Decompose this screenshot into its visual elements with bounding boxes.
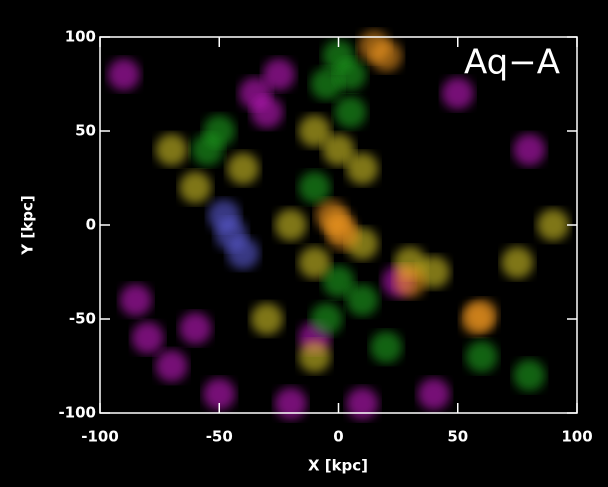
points	[107, 30, 570, 420]
point	[107, 58, 140, 91]
point	[513, 359, 546, 392]
point	[274, 387, 307, 420]
point	[274, 209, 307, 241]
x-tick-label: -50	[206, 428, 233, 446]
y-axis-label: Y [kpc]	[19, 195, 37, 255]
x-tick-label: 0	[333, 428, 343, 446]
point	[346, 152, 379, 185]
point	[262, 58, 295, 91]
y-tick-label: 0	[86, 216, 96, 234]
y-tick-label: 100	[65, 28, 96, 46]
point	[227, 237, 260, 270]
point	[203, 378, 236, 411]
point	[208, 199, 241, 232]
point	[179, 312, 212, 345]
point	[465, 299, 498, 332]
point	[441, 77, 474, 110]
point	[298, 246, 331, 279]
point	[298, 171, 331, 204]
y-tick-label: -100	[58, 404, 96, 422]
point	[394, 265, 427, 298]
point	[465, 340, 498, 373]
point	[310, 303, 343, 335]
point	[334, 58, 367, 91]
point	[370, 331, 403, 364]
point	[155, 350, 188, 382]
point	[250, 96, 283, 129]
point	[298, 115, 331, 147]
y-tick-label: 50	[75, 122, 96, 140]
y-tick-label: -50	[69, 310, 96, 328]
point	[322, 133, 355, 166]
x-tick-label: -100	[81, 428, 119, 446]
point	[298, 340, 331, 373]
point	[322, 265, 355, 298]
point	[417, 378, 450, 411]
point	[119, 284, 152, 317]
point	[315, 199, 348, 232]
x-tick-label: 50	[447, 428, 468, 446]
point	[501, 246, 534, 279]
point	[334, 96, 367, 129]
x-tick-label: 100	[561, 428, 592, 446]
point	[537, 209, 570, 241]
point	[513, 133, 546, 166]
point	[155, 133, 188, 166]
point	[250, 303, 283, 335]
point	[358, 30, 391, 63]
point	[131, 321, 164, 354]
point	[203, 115, 236, 147]
point	[179, 171, 212, 204]
point	[346, 387, 379, 420]
x-axis-label: X [kpc]	[308, 457, 368, 475]
point	[346, 284, 379, 317]
annotation: Aq−A	[464, 43, 560, 83]
point	[227, 152, 260, 185]
